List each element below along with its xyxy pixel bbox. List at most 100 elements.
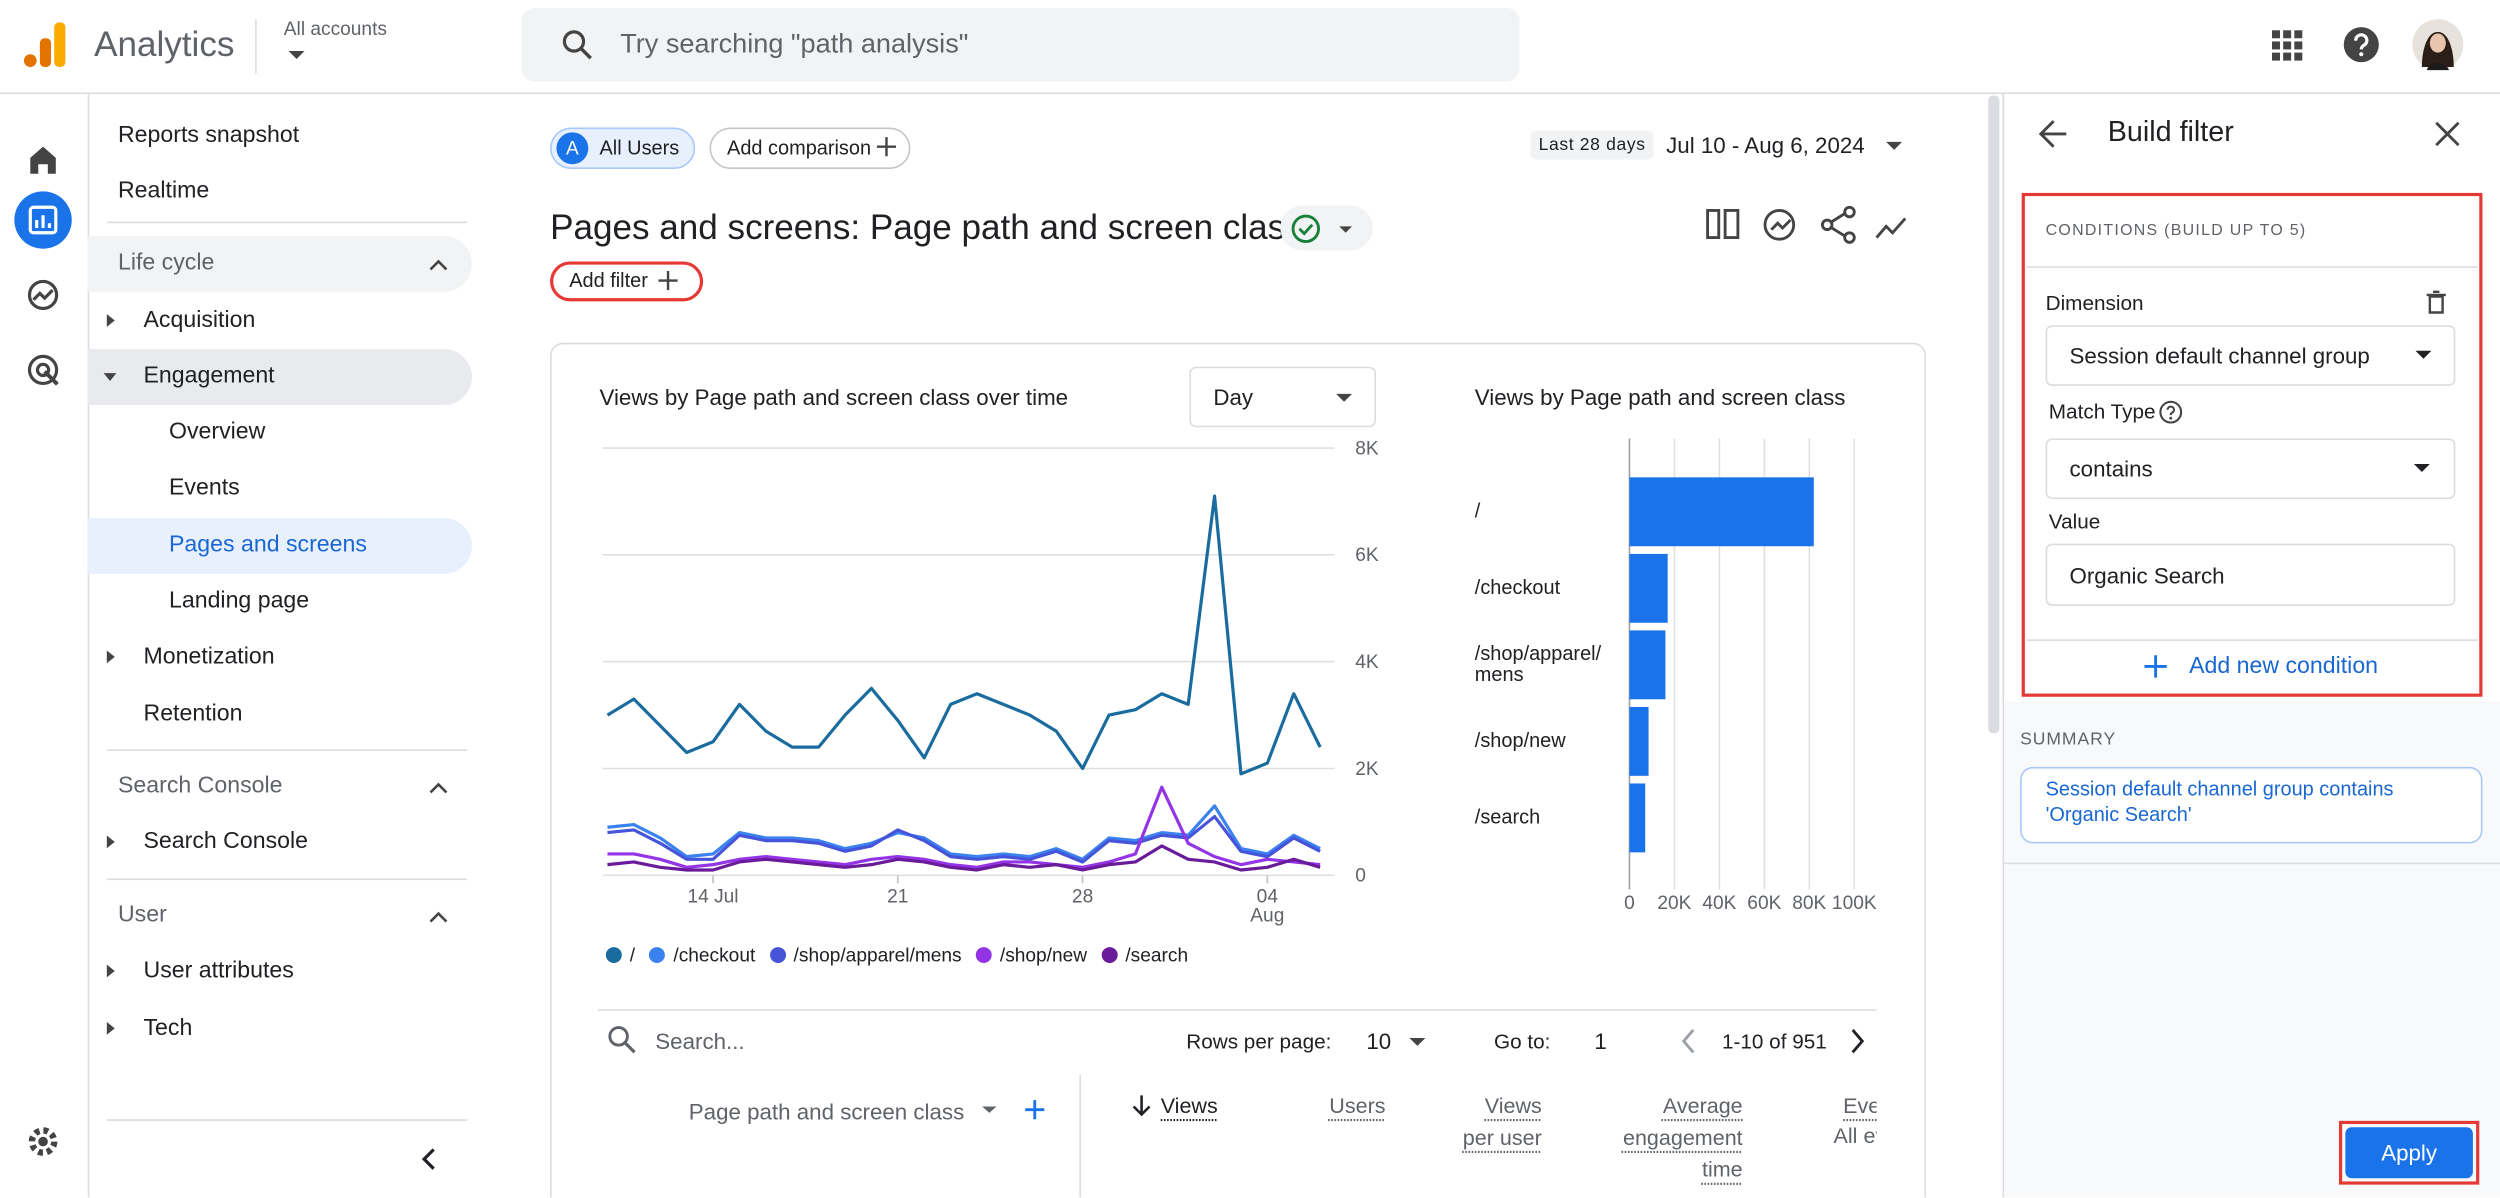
legend-label: /	[629, 943, 636, 967]
search-box[interactable]	[521, 7, 1520, 82]
y-tick-label: 8K	[1355, 436, 1379, 460]
column-header[interactable]: Views per user	[1462, 1093, 1542, 1150]
panel-title: Build filter	[2107, 115, 2234, 148]
y-tick-label: 6K	[1355, 543, 1379, 567]
nav-item[interactable]: Retention	[143, 701, 243, 728]
section-bg	[87, 235, 472, 292]
x-tick-label: 100K	[1831, 891, 1877, 914]
dimension-actions[interactable]	[982, 1097, 1046, 1123]
report-card	[550, 342, 1927, 1198]
add-condition[interactable]: Add new condition	[2189, 653, 2379, 680]
account-picker[interactable]: All accounts	[283, 17, 387, 40]
goto-page[interactable]: 1	[1594, 1028, 1607, 1054]
column-header[interactable]: Views	[1160, 1093, 1218, 1118]
dimension-value: Session default channel group	[2069, 342, 2370, 369]
table-search[interactable]: Search...	[655, 1028, 745, 1054]
caret	[2415, 350, 2432, 359]
divider	[106, 221, 468, 224]
column-header[interactable]: Event count	[1843, 1093, 1876, 1118]
next-page[interactable]	[1849, 1028, 1865, 1054]
legend-item: /	[605, 943, 636, 967]
panel-nav[interactable]	[2038, 118, 2469, 150]
nav-item[interactable]: Acquisition	[143, 307, 256, 334]
nav-rail	[14, 146, 72, 1156]
apply-button[interactable]: Apply	[2345, 1127, 2473, 1179]
explore-icon[interactable]	[27, 279, 59, 311]
x-tick-label: 40K	[1702, 891, 1737, 914]
caret	[1409, 1037, 1426, 1046]
column-divider	[1079, 1074, 1081, 1198]
help-icon[interactable]	[2343, 27, 2379, 63]
nav-item[interactable]: Reports snapshot	[117, 122, 300, 149]
avatar[interactable]	[2412, 19, 2464, 71]
nav-item[interactable]: Overview	[169, 419, 266, 445]
clipped-column: Event count All events	[1754, 1091, 1877, 1187]
delete-icon[interactable]	[2426, 290, 2446, 314]
dimension-select[interactable]	[2045, 325, 2456, 386]
prev-page[interactable]	[1680, 1028, 1696, 1054]
nav-item-active[interactable]: Pages and screens	[169, 532, 367, 559]
x-tick-label: 28	[1071, 884, 1094, 908]
x-tick-label: 0	[1624, 891, 1635, 914]
active-parent-bg	[87, 349, 472, 405]
nav-item[interactable]: Monetization	[143, 644, 275, 670]
x-tick-label: 80K	[1792, 891, 1827, 914]
nav-item[interactable]: User attributes	[143, 958, 294, 984]
rows-per-page[interactable]: 10	[1366, 1028, 1392, 1054]
field-label: Dimension	[2045, 290, 2144, 315]
column-header[interactable]: Average engagement time	[1622, 1093, 1743, 1182]
value-text: Organic Search	[2069, 562, 2225, 589]
nav-item[interactable]: Search Console	[143, 829, 308, 855]
x-tick-label: 21	[887, 884, 909, 908]
nav-item[interactable]: Engagement	[143, 363, 275, 390]
scrollbar[interactable]	[1988, 95, 2000, 734]
caret	[1336, 393, 1353, 402]
add-filter-chip[interactable]	[550, 261, 704, 302]
legend-label: /shop/apparel/mens	[793, 943, 962, 967]
advertising-icon[interactable]	[27, 354, 59, 386]
caret	[288, 51, 305, 59]
bar	[1629, 783, 1646, 853]
nav-section[interactable]: Search Console	[117, 773, 283, 799]
nav-item[interactable]: Events	[169, 475, 240, 501]
x-tick-label: 60K	[1747, 891, 1782, 914]
chart-title: Views by Page path and screen class	[1474, 384, 1846, 410]
category-label: /checkout	[1474, 576, 1561, 599]
conditions-heading: CONDITIONS (BUILD UP TO 5)	[2045, 222, 2307, 240]
series-line	[607, 785, 1321, 869]
add-comparison-chip[interactable]	[709, 127, 911, 170]
nav-section[interactable]: User	[117, 902, 167, 928]
value-input[interactable]	[2045, 543, 2456, 606]
segment-badge: A	[556, 132, 589, 165]
y-tick-label: 0	[1355, 864, 1366, 887]
collapse-button[interactable]	[421, 1148, 437, 1170]
home-icon[interactable]	[30, 146, 56, 174]
active-item-bg	[87, 518, 472, 574]
field-label: Value	[2048, 509, 2101, 534]
bar	[1629, 553, 1668, 623]
nav-item[interactable]: Realtime	[117, 178, 210, 205]
report-actions[interactable]	[1703, 205, 1910, 244]
divider	[106, 878, 468, 881]
legend: / /checkout/shop/apparel/mens/shop/new/se…	[605, 943, 1188, 967]
date-range[interactable]: Jul 10 - Aug 6, 2024	[1666, 132, 1865, 158]
add-filter: Add filter	[569, 269, 648, 292]
date-badge-bg	[1530, 130, 1654, 160]
series-line	[607, 844, 1321, 872]
status-chip[interactable]	[1280, 205, 1373, 251]
column-header[interactable]: Users	[1329, 1093, 1386, 1118]
nav-item[interactable]: Landing page	[169, 588, 310, 614]
apps-icon[interactable]	[2272, 30, 2303, 61]
page-range: 1-10 of 951	[1721, 1029, 1827, 1054]
match-type-select[interactable]	[2045, 438, 2456, 500]
help-icon[interactable]	[2159, 400, 2183, 424]
column-header[interactable]: Page path and screen class	[688, 1098, 965, 1125]
caret	[1886, 141, 1903, 150]
series-line	[606, 494, 1322, 776]
nav-section[interactable]: Life cycle	[117, 250, 215, 276]
caret	[2413, 463, 2430, 472]
interval-select[interactable]	[1189, 366, 1376, 428]
nav-item[interactable]: Tech	[143, 1015, 193, 1042]
divider	[2004, 862, 2500, 865]
